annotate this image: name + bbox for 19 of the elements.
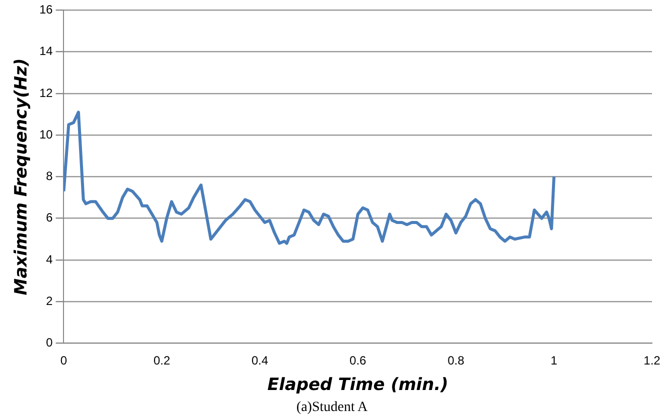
y-tick-label: 12 [39,86,54,100]
text: (a)Student A [295,400,369,416]
x-tick-label: 0.4 [251,354,268,368]
y-tick-label: 10 [39,127,54,142]
y-tick-label: 2 [46,294,54,308]
y-tick-label: 4 [46,252,54,266]
x-tick-label: 1.2 [644,354,661,368]
y-tick-label: 0 [46,336,54,350]
y-tick-label: 6 [46,210,54,225]
x-tick-label: 0 [60,354,68,368]
x-tick-label: 1 [550,354,558,368]
y-axis-title: Maximum Frequency(Hz) [12,58,32,296]
y-tick-label: 8 [46,169,54,184]
x-axis-title: Elaped Time (min.) [267,375,448,396]
y-tick-label: 14 [39,44,54,58]
x-tick-label: 0.6 [350,354,367,368]
x-tick-label: 0.2 [153,354,170,368]
x-tick-label: 0.8 [448,354,465,368]
y-tick-label: 16 [39,2,54,17]
